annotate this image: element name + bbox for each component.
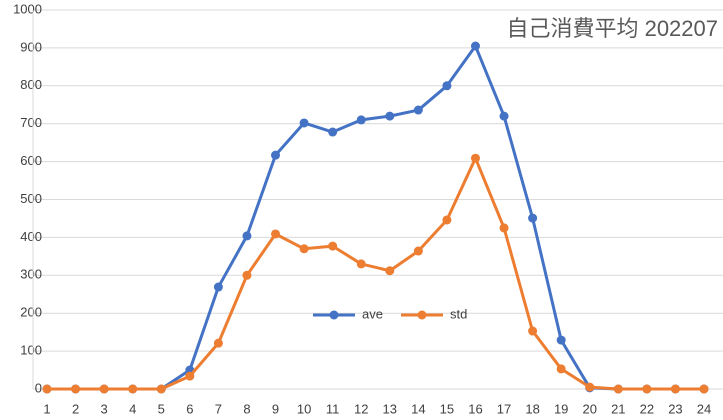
y-tick-label: 1000 — [13, 1, 42, 16]
x-tick-label: 7 — [215, 401, 222, 416]
data-point — [185, 371, 195, 381]
data-point — [642, 384, 652, 394]
legend-label: ave — [362, 306, 383, 321]
x-tick-label: 16 — [468, 401, 482, 416]
x-tick-label: 23 — [668, 401, 682, 416]
data-point — [99, 384, 109, 394]
data-point — [556, 364, 566, 374]
data-point — [699, 384, 709, 394]
series-line — [47, 156, 704, 391]
data-point — [271, 150, 281, 160]
y-tick-label: 100 — [20, 343, 42, 358]
data-point — [585, 382, 595, 392]
x-tick-label: 21 — [611, 401, 625, 416]
data-point — [299, 118, 309, 128]
data-point — [128, 384, 138, 394]
data-point — [242, 270, 252, 280]
data-point — [556, 335, 566, 345]
x-tick-label: 5 — [158, 401, 165, 416]
x-tick-label: 8 — [243, 401, 250, 416]
y-tick-label: 400 — [20, 229, 42, 244]
data-point — [328, 127, 338, 137]
x-tick-label: 15 — [440, 401, 454, 416]
data-point — [670, 384, 680, 394]
data-point — [413, 246, 423, 256]
x-tick-label: 14 — [411, 401, 425, 416]
data-point — [71, 384, 81, 394]
data-point — [299, 244, 309, 254]
x-tick-label: 24 — [697, 401, 711, 416]
x-tick-label: 18 — [525, 401, 539, 416]
x-tick-label: 11 — [326, 401, 340, 416]
y-tick-label: 700 — [20, 115, 42, 130]
data-point — [385, 266, 395, 276]
y-tick-label: 800 — [20, 77, 42, 92]
data-point — [242, 231, 252, 241]
data-point — [470, 153, 480, 163]
y-tick-label: 900 — [20, 39, 42, 54]
data-point — [442, 81, 452, 91]
y-tick-label: 0 — [35, 380, 42, 395]
data-point — [528, 213, 538, 223]
x-tick-label: 4 — [129, 401, 136, 416]
x-tick-label: 2 — [72, 401, 79, 416]
y-tick-label: 300 — [20, 267, 42, 282]
x-tick-label: 20 — [583, 401, 597, 416]
data-point — [213, 282, 223, 292]
data-point — [499, 223, 509, 233]
y-tick-label: 500 — [20, 191, 42, 206]
data-point — [413, 105, 423, 115]
x-tick-label: 9 — [272, 401, 279, 416]
data-point — [356, 259, 366, 269]
legend-marker — [329, 310, 339, 320]
x-tick-label: 19 — [554, 401, 568, 416]
x-tick-label: 10 — [297, 401, 311, 416]
x-tick-label: 6 — [186, 401, 193, 416]
data-point — [499, 111, 509, 121]
chart-title: 自己消費平均 202207 — [506, 16, 718, 41]
x-tick-label: 22 — [640, 401, 654, 416]
data-point — [271, 229, 281, 239]
x-tick-label: 13 — [383, 401, 397, 416]
data-point — [213, 338, 223, 348]
data-point — [42, 384, 52, 394]
data-point — [442, 215, 452, 225]
data-point — [328, 241, 338, 251]
x-tick-label: 1 — [43, 401, 50, 416]
data-point — [528, 326, 538, 336]
data-point — [356, 115, 366, 125]
data-point — [385, 111, 395, 121]
legend-marker — [417, 310, 427, 320]
data-point — [613, 384, 623, 394]
legend-label: std — [450, 306, 467, 321]
y-tick-label: 200 — [20, 305, 42, 320]
data-point — [470, 41, 480, 51]
data-point — [156, 384, 166, 394]
y-tick-label: 600 — [20, 153, 42, 168]
x-tick-label: 17 — [497, 401, 511, 416]
x-tick-label: 3 — [101, 401, 108, 416]
x-tick-label: 12 — [354, 401, 368, 416]
